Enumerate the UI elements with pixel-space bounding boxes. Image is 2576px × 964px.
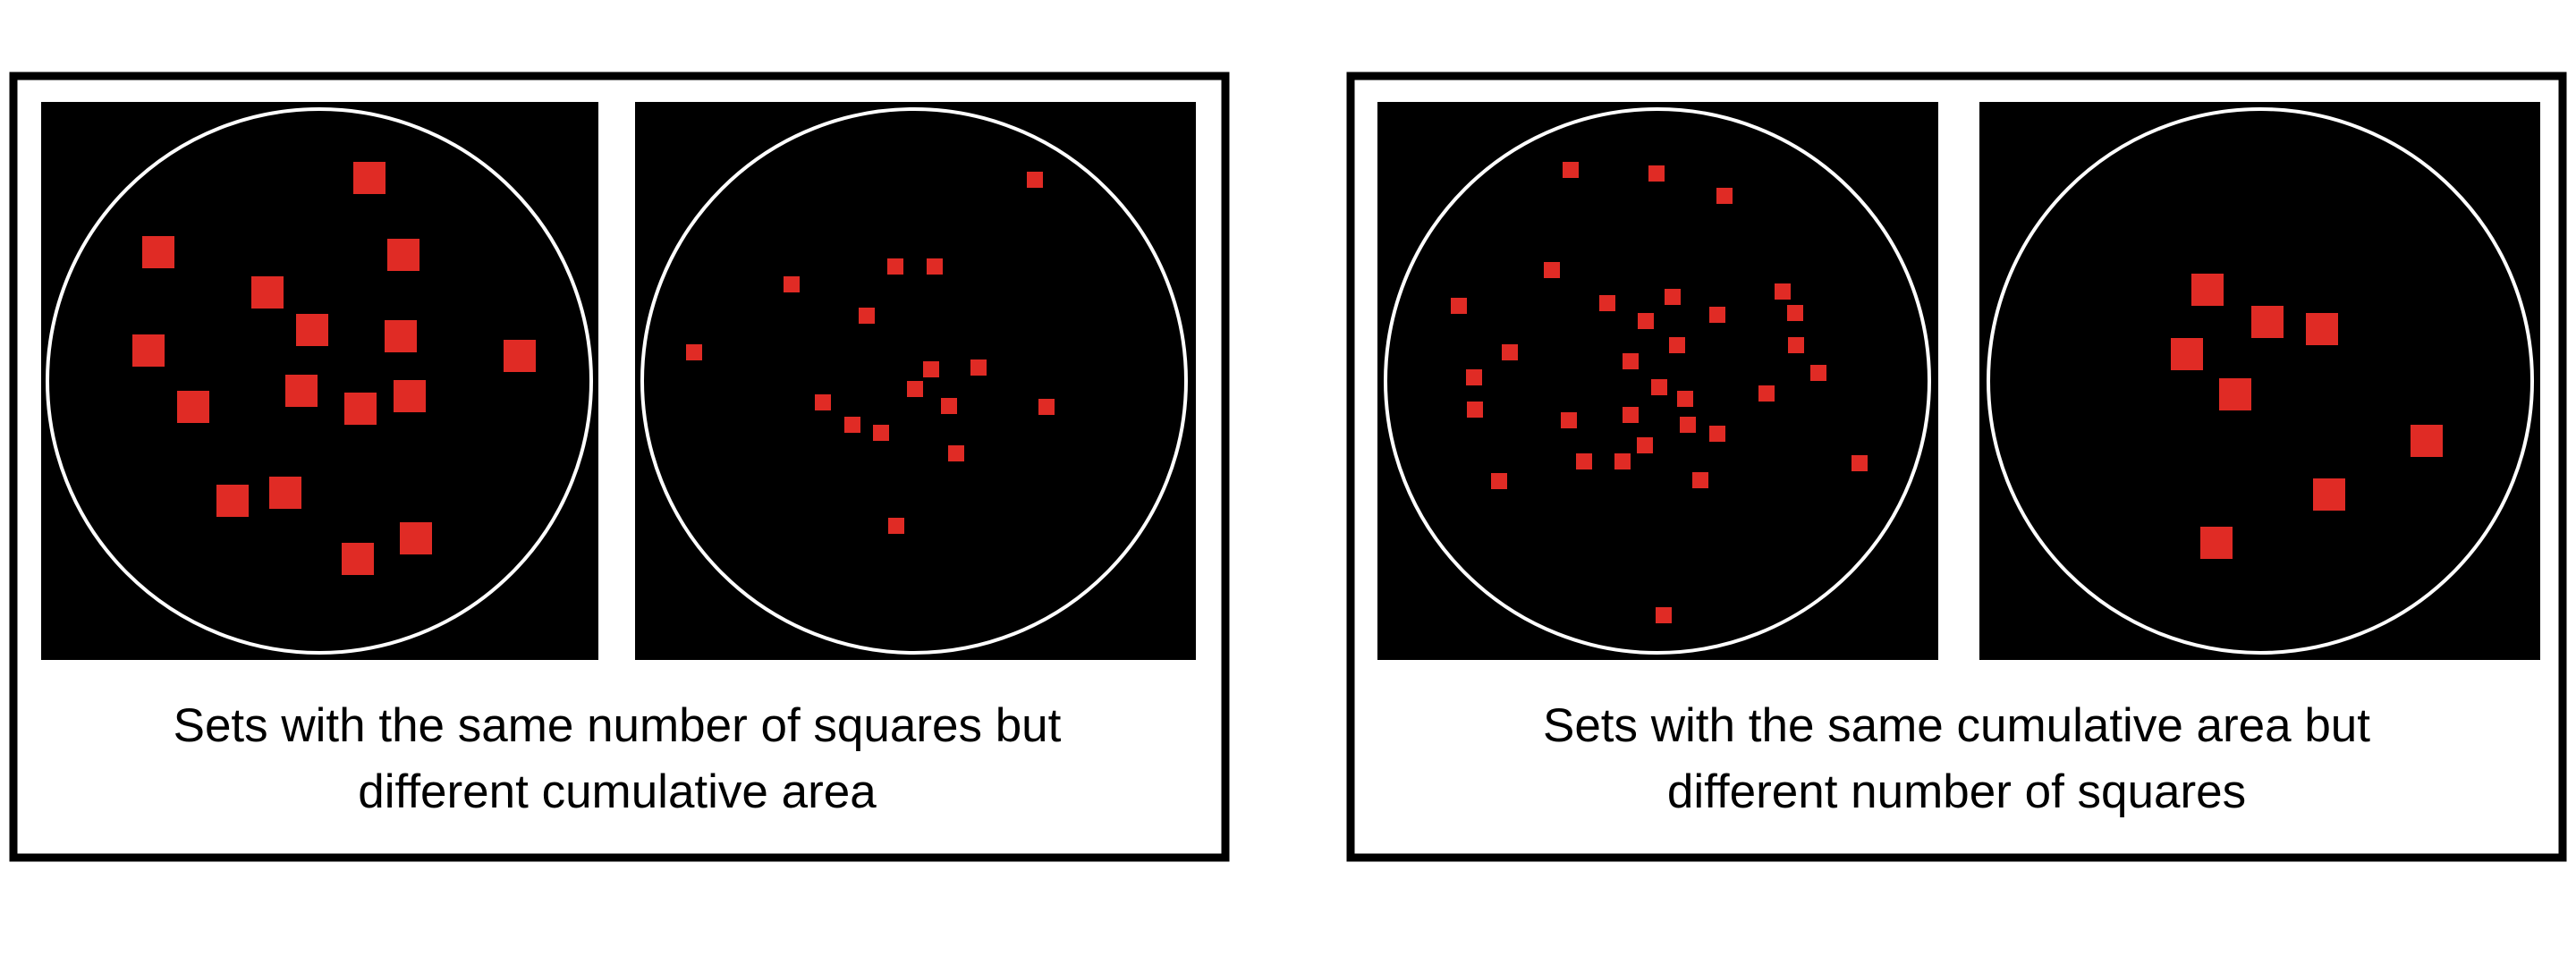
red-square: [873, 425, 889, 441]
red-square: [1038, 399, 1055, 415]
red-square: [385, 320, 417, 352]
red-square: [132, 334, 165, 367]
red-square: [1467, 402, 1483, 418]
red-square: [1637, 437, 1653, 453]
red-square: [1451, 298, 1467, 314]
stimulus-right-b: [1979, 102, 2540, 660]
red-square: [1651, 379, 1667, 395]
red-square: [784, 276, 800, 292]
red-square: [400, 522, 432, 554]
red-square: [1614, 453, 1631, 469]
red-square: [1561, 412, 1577, 428]
red-square: [1775, 283, 1791, 300]
red-square: [2251, 306, 2284, 338]
stimulus-left-b: [635, 102, 1196, 660]
red-square: [1680, 417, 1696, 433]
red-square: [1810, 365, 1826, 381]
red-square: [941, 398, 957, 414]
red-square: [1677, 391, 1693, 407]
red-square: [1665, 289, 1681, 305]
red-square: [394, 380, 426, 412]
red-square: [1027, 172, 1043, 188]
red-square: [142, 236, 174, 268]
red-square: [923, 361, 939, 377]
red-square: [1638, 313, 1654, 329]
red-square: [269, 477, 301, 509]
red-square: [686, 344, 702, 360]
red-square: [177, 391, 209, 423]
caption-right: Sets with the same cumulative area but d…: [1355, 693, 2558, 825]
red-square: [251, 276, 284, 309]
caption-line: Sets with the same number of squares but: [173, 699, 1062, 752]
red-square: [2306, 313, 2338, 345]
red-square: [815, 394, 831, 410]
red-square: [1656, 607, 1672, 623]
red-square: [1648, 165, 1665, 182]
red-square: [1758, 385, 1775, 402]
red-square: [907, 381, 923, 397]
red-square: [344, 393, 377, 425]
red-square: [1669, 337, 1685, 353]
red-square: [2200, 527, 2233, 559]
red-square: [1709, 426, 1725, 442]
red-square: [1576, 453, 1592, 469]
red-square: [970, 359, 987, 376]
red-square: [2171, 338, 2203, 370]
stimulus-left-a: [41, 102, 598, 660]
stimulus-circle: [46, 107, 593, 655]
red-square: [1563, 162, 1579, 178]
square-group: [2171, 274, 2443, 559]
red-square: [1502, 344, 1518, 360]
caption-line: different cumulative area: [358, 765, 877, 818]
red-square: [1709, 307, 1725, 323]
stimulus-right-a: [1377, 102, 1938, 660]
red-square: [2411, 425, 2443, 457]
red-square: [888, 518, 904, 534]
red-square: [353, 162, 386, 194]
red-square: [1716, 188, 1733, 204]
red-square: [216, 485, 249, 517]
square-group: [132, 162, 536, 575]
red-square: [387, 239, 419, 271]
red-square: [1787, 305, 1803, 321]
red-square: [285, 375, 318, 407]
red-square: [1491, 473, 1507, 489]
red-square: [948, 445, 964, 461]
red-square: [887, 258, 903, 275]
caption-left: Sets with the same number of squares but…: [18, 693, 1216, 825]
stimulus-circle: [1987, 107, 2534, 655]
stimulus-circle: [640, 107, 1188, 655]
red-square: [296, 314, 328, 346]
red-square: [1788, 337, 1804, 353]
red-square: [927, 258, 943, 275]
stimulus-background: [41, 102, 598, 660]
square-group: [686, 172, 1055, 534]
red-square: [504, 340, 536, 372]
red-square: [859, 308, 875, 324]
red-square: [1623, 407, 1639, 423]
square-group: [1451, 162, 1868, 623]
red-square: [1466, 369, 1482, 385]
red-square: [2219, 378, 2251, 410]
stimulus-background: [1979, 102, 2540, 660]
red-square: [1544, 262, 1560, 278]
red-square: [342, 543, 374, 575]
red-square: [2313, 478, 2345, 511]
caption-line: different number of squares: [1666, 765, 2247, 818]
red-square: [844, 417, 860, 433]
red-square: [2191, 274, 2224, 306]
red-square: [1599, 295, 1615, 311]
red-square: [1623, 353, 1639, 369]
red-square: [1852, 455, 1868, 471]
caption-line: Sets with the same cumulative area but: [1542, 699, 2370, 752]
red-square: [1692, 472, 1708, 488]
stimulus-circle: [1384, 107, 1931, 655]
